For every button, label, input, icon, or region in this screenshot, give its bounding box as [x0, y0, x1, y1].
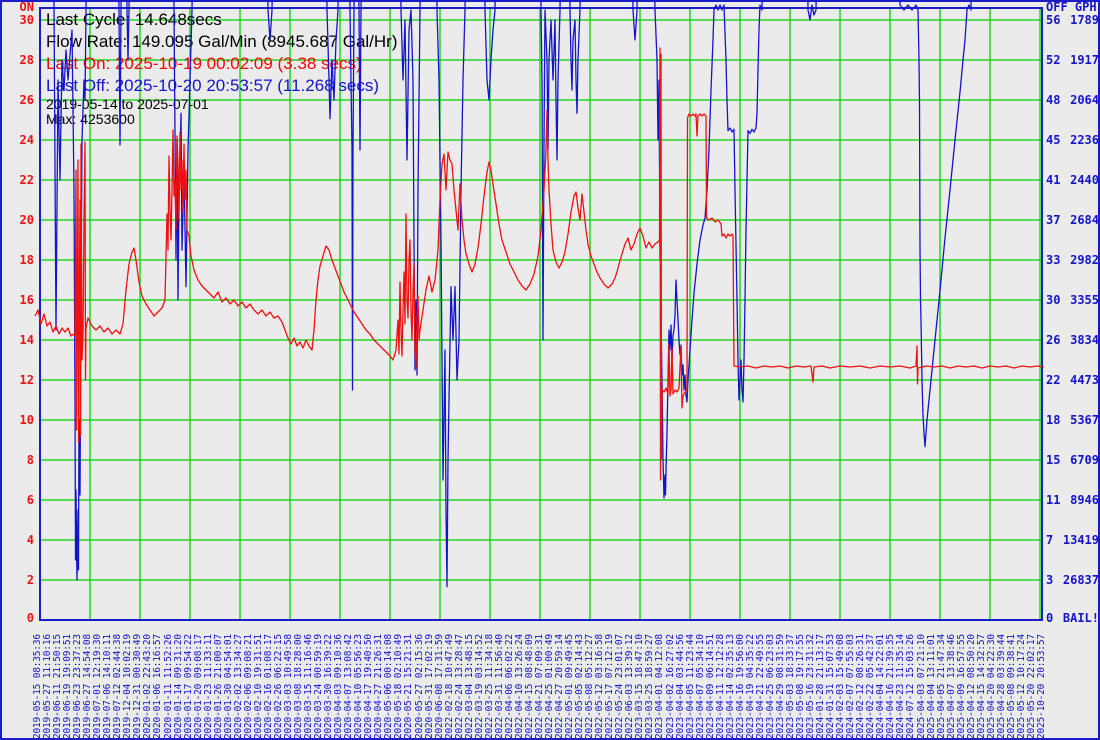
right-axis-gph-label: 2982	[1070, 253, 1099, 267]
right-axis-gph-label: 13419	[1062, 533, 1099, 547]
left-axis-label: 24	[19, 133, 34, 147]
right-axis-gph-label: 1917	[1070, 53, 1099, 67]
left-axis-label: 30	[19, 13, 34, 27]
right-axis-gph-label: 1789	[1070, 13, 1099, 27]
right-axis-gph-label: 3355	[1070, 293, 1099, 307]
right-axis-gph-label: 3834	[1070, 333, 1099, 347]
right-axis-gph-label: 5367	[1070, 413, 1099, 427]
right-axis-gph-label: 2684	[1070, 213, 1099, 227]
right-axis-gph-label: 4473	[1070, 373, 1099, 387]
chart-status-overlay: Last Cycle: 14.648secs Flow Rate: 149.09…	[46, 9, 398, 126]
last-on-text: Last On: 2025-10-19 00:02:09 (3.38 secs)	[46, 54, 362, 73]
last-off-text: Last Off: 2025-10-20 20:53:57 (11.268 se…	[46, 76, 379, 95]
left-axis-label: 22	[19, 173, 34, 187]
x-axis-label: 2025-10-20 20:53:57	[1036, 634, 1047, 739]
x-axis-label: 2023-04-01 04:12:08	[654, 634, 666, 739]
last-cycle-text: Last Cycle: 14.648secs	[46, 10, 222, 29]
left-axis-label: 8	[26, 453, 34, 467]
right-axis-gph-label: BAIL!	[1062, 611, 1099, 625]
left-axis-label: 12	[19, 373, 34, 387]
date-range-text: 2019-05-14 to 2025-07-01	[46, 96, 209, 112]
left-axis-label: 0	[26, 611, 34, 625]
left-axis-label: 16	[19, 293, 34, 307]
left-axis-label: 2	[26, 573, 34, 587]
flow-rate-text: Flow Rate: 149.095 Gal/Min (8945.687 Gal…	[46, 32, 398, 51]
left-axis-label: 18	[19, 253, 34, 267]
left-axis-label: 20	[19, 213, 34, 227]
left-axis-label: 10	[19, 413, 34, 427]
x-axis-label: 2020-05-21 15:21:31	[403, 634, 415, 739]
right-axis-gph-label: 8946	[1070, 493, 1099, 507]
max-value-text: Max: 4253600	[46, 110, 135, 127]
x-axis-label: 2020-01-06 16:16:57	[152, 634, 164, 739]
left-axis-label: 28	[19, 53, 34, 67]
right-axis-gph-label: 2064	[1070, 93, 1099, 107]
left-axis-label: 6	[26, 493, 34, 507]
left-axis-label: 26	[19, 93, 34, 107]
right-axis-gph-label: 6709	[1070, 453, 1099, 467]
right-axis-gph-label: 2236	[1070, 133, 1099, 147]
right-axis-gph-label: 2440	[1070, 173, 1099, 187]
x-axis-label: 2024-07-12 15:03:26	[905, 634, 917, 739]
left-axis-label: 4	[26, 533, 34, 547]
left-axis-label: 14	[19, 333, 34, 347]
right-axis-gph-label: 26837	[1062, 573, 1099, 587]
right-axis-title: OFF GPH	[1046, 0, 1097, 14]
left-axis-title: ON	[19, 0, 34, 14]
